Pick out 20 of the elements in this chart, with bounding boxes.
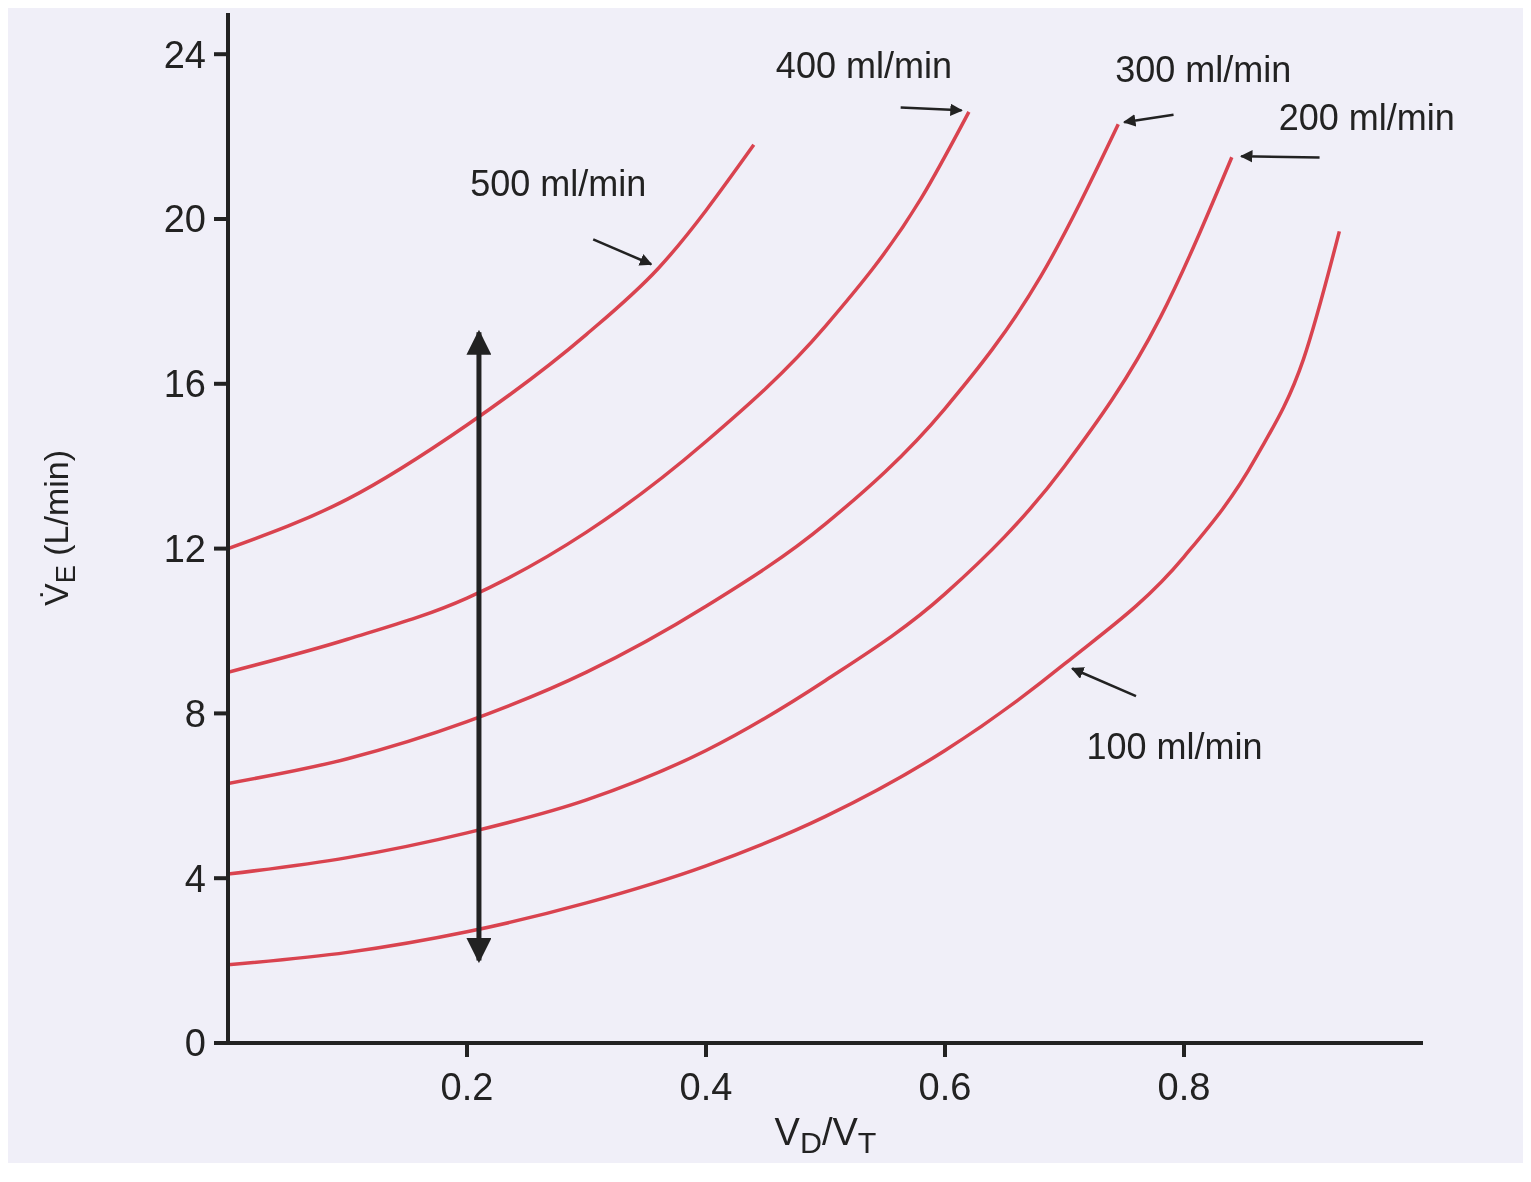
y-tick-label: 0 xyxy=(184,1022,206,1065)
y-tick-label: 8 xyxy=(184,692,206,735)
x-tick-label: 0.4 xyxy=(679,1065,733,1108)
x-tick-label: 0.8 xyxy=(1157,1065,1211,1108)
x-tick-label: 0.6 xyxy=(918,1065,972,1108)
series-label: 400 ml/min xyxy=(775,44,952,86)
y-tick-label: 16 xyxy=(163,363,206,406)
x-tick-label: 0.2 xyxy=(440,1065,494,1108)
x-axis-title: V$_{D}$/V$_{T}$ xyxy=(774,1111,877,1159)
y-tick-label: 24 xyxy=(163,33,206,76)
series-label: 300 ml/min xyxy=(1115,49,1292,91)
series-label: 100 ml/min xyxy=(1086,725,1263,767)
series-label: 200 ml/min xyxy=(1278,97,1455,139)
series-label: 500 ml/min xyxy=(470,163,647,205)
y-tick-label: 12 xyxy=(163,528,206,571)
line-series xyxy=(228,229,1342,967)
line-series xyxy=(228,143,756,551)
line-series xyxy=(228,110,971,674)
y-tick-label: 4 xyxy=(184,857,206,900)
y-tick-label: 20 xyxy=(163,198,206,241)
